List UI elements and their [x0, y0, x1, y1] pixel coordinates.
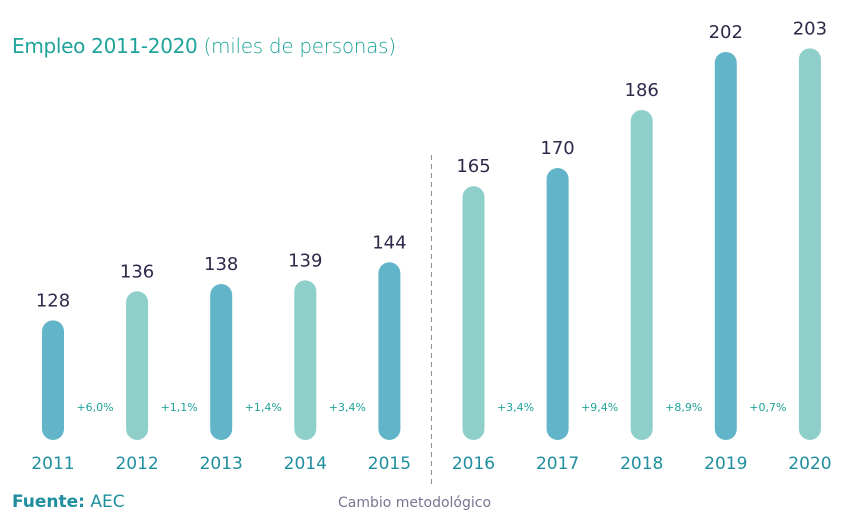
bar-2015 — [378, 262, 401, 440]
year-label-2015: 2015 — [368, 454, 411, 474]
year-label-2011: 2011 — [31, 454, 74, 474]
bar-2020 — [798, 48, 821, 440]
bar-2014 — [294, 280, 317, 440]
change-label-2013: +1,4% — [245, 401, 282, 414]
methodology-note: Cambio metodológico — [338, 495, 492, 511]
value-label-2016: 165 — [456, 156, 490, 177]
bar-2012 — [126, 291, 149, 440]
year-label-2014: 2014 — [284, 454, 327, 474]
bar-2011 — [42, 320, 64, 440]
chart-title: Empleo 2011-2020 (miles de personas) — [12, 34, 396, 58]
bar-2019 — [714, 51, 737, 441]
value-label-2014: 139 — [288, 250, 322, 271]
year-label-2013: 2013 — [200, 454, 243, 474]
value-label-2019: 202 — [709, 22, 743, 43]
change-label-2014: +3,4% — [329, 401, 366, 414]
change-label-2017: +9,4% — [581, 401, 618, 414]
change-label-2012: +1,1% — [161, 401, 198, 414]
value-label-2011: 128 — [36, 290, 70, 311]
change-label-2018: +8,9% — [665, 401, 702, 414]
value-label-2018: 186 — [625, 80, 659, 101]
year-label-2019: 2019 — [704, 454, 747, 474]
year-label-2016: 2016 — [452, 454, 495, 474]
source: Fuente: AEC — [12, 492, 125, 512]
change-label-2011: +6,0% — [76, 401, 113, 414]
value-label-2013: 138 — [204, 254, 238, 275]
value-label-2012: 136 — [120, 261, 154, 282]
year-label-2012: 2012 — [115, 454, 158, 474]
bar-2018 — [630, 109, 653, 441]
year-label-2020: 2020 — [788, 454, 831, 474]
change-label-2016: +3,4% — [497, 401, 534, 414]
bar-2016 — [462, 186, 485, 440]
year-label-2017: 2017 — [536, 454, 579, 474]
value-label-2017: 170 — [540, 138, 574, 159]
value-label-2020: 203 — [793, 18, 827, 39]
bar-2017 — [546, 168, 569, 440]
change-label-2019: +0,7% — [749, 401, 786, 414]
year-label-2018: 2018 — [620, 454, 663, 474]
bar-2013 — [210, 284, 233, 440]
value-label-2015: 144 — [372, 232, 406, 253]
